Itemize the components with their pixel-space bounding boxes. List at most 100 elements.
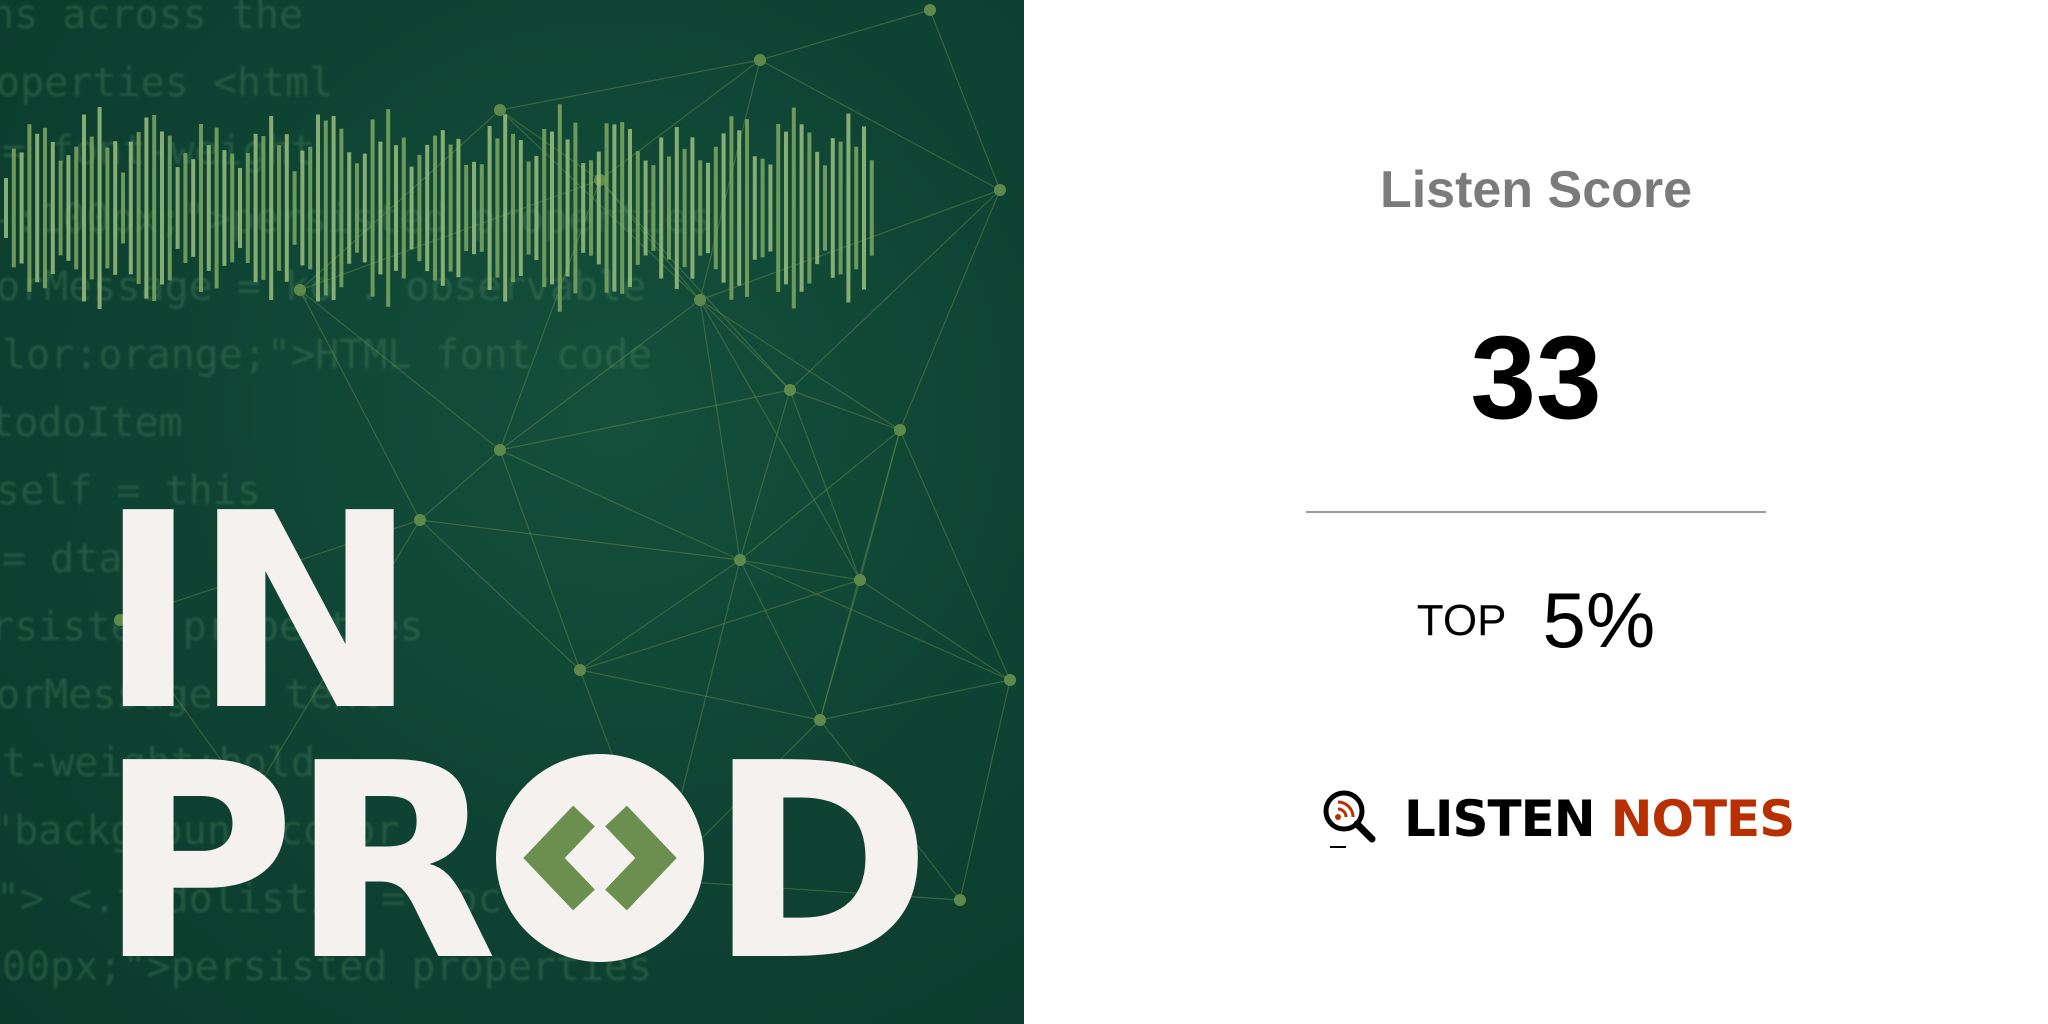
waveform-bar	[472, 161, 476, 255]
network-line	[739, 559, 821, 721]
waveform-bar	[160, 131, 164, 285]
rank-value: 5%	[1542, 576, 1656, 664]
waveform-bar	[50, 141, 55, 275]
network-node	[994, 184, 1006, 196]
waveform-bar	[245, 152, 250, 264]
waveform-bar	[721, 133, 726, 283]
waveform-bar	[386, 109, 391, 307]
waveform-bar	[534, 155, 539, 261]
network-line	[299, 289, 421, 521]
waveform-bar	[401, 137, 406, 279]
waveform-bar	[113, 141, 118, 275]
waveform-bar	[206, 145, 211, 271]
waveform-bar	[862, 126, 866, 290]
waveform-bar	[222, 150, 227, 266]
waveform-bar	[308, 146, 313, 270]
network-node	[754, 54, 766, 66]
network-node	[244, 794, 256, 806]
network-line	[739, 559, 1011, 681]
network-line	[739, 559, 861, 581]
waveform-bar	[674, 127, 679, 289]
network-line	[789, 389, 861, 581]
waveform-bar	[635, 151, 640, 265]
network-node	[924, 4, 936, 16]
network-line	[739, 389, 791, 561]
waveform-bar	[643, 160, 648, 256]
network-line	[859, 429, 901, 581]
waveform-bar	[121, 172, 125, 244]
network-node	[1004, 674, 1016, 686]
waveform-bar	[479, 164, 484, 252]
waveform-bar	[128, 141, 133, 275]
waveform-bar	[596, 151, 601, 265]
network-line	[419, 449, 501, 521]
waveform-bar	[690, 137, 695, 279]
waveform-bar	[253, 133, 258, 283]
network-line	[759, 59, 1001, 191]
cover-title-prod: PR D	[98, 728, 932, 998]
waveform-bar	[589, 160, 593, 256]
waveform-bar	[191, 159, 196, 257]
network-line	[699, 299, 901, 431]
code-line: "background-color	[0, 808, 400, 854]
code-line: rsisted properties	[0, 604, 424, 650]
code-line: operties <html	[0, 60, 334, 106]
waveform-bar	[167, 135, 172, 281]
waveform-bar	[854, 146, 859, 270]
waveform-bar	[347, 152, 352, 264]
waveform-bar	[456, 138, 461, 278]
waveform-bar	[542, 128, 547, 288]
code-line: orMessage = text	[0, 672, 382, 718]
code-line: self = this	[0, 468, 261, 514]
waveform-bar	[394, 145, 398, 271]
cover-title-pr: PR	[98, 705, 498, 1020]
waveform-bar	[105, 147, 110, 269]
waveform-bar	[628, 128, 632, 288]
network-line	[119, 619, 251, 801]
network-line	[739, 429, 901, 561]
waveform-bar	[745, 119, 749, 297]
waveform-bar	[277, 145, 281, 271]
waveform-bar	[581, 163, 586, 253]
network-line	[579, 579, 861, 671]
waveform-bar	[355, 163, 359, 253]
waveform-bar	[815, 151, 820, 265]
waveform-bar	[331, 115, 336, 301]
waveform-bar	[27, 124, 32, 292]
waveform-bar	[238, 167, 242, 249]
waveform-bar	[316, 114, 320, 302]
waveform-bar	[799, 124, 804, 292]
network-line	[499, 389, 791, 451]
code-line: ns across the	[0, 0, 304, 38]
waveform-bar	[144, 117, 149, 299]
code-line: orMessage = ko . observable	[0, 264, 647, 310]
rank-label: TOP	[1416, 595, 1507, 645]
waveform-bar	[518, 140, 523, 276]
waveform-bar	[58, 160, 63, 256]
waveform-bar	[737, 130, 742, 286]
waveform-bar	[838, 141, 843, 275]
waveform-bar	[706, 162, 710, 254]
listen-score-title: Listen Score	[1379, 161, 1693, 219]
network-line	[819, 679, 1011, 721]
waveform-bar	[433, 135, 437, 281]
waveform-bar	[440, 130, 445, 286]
network-line	[599, 179, 701, 301]
network-line	[659, 879, 961, 901]
waveform-bar	[823, 165, 827, 251]
waveform-bar	[74, 146, 79, 270]
listen-notes-logo[interactable]: LISTEN NOTES	[1318, 788, 1795, 850]
waveform-bar	[495, 138, 500, 278]
network-line	[499, 59, 761, 111]
waveform-bar	[11, 148, 16, 268]
waveform-bar	[97, 107, 102, 309]
network-line	[789, 189, 1001, 391]
waveform-bar	[752, 156, 757, 260]
network-line	[959, 679, 1011, 901]
waveform-bar	[464, 164, 469, 252]
divider	[1306, 511, 1766, 513]
network-node	[114, 614, 126, 626]
network-node	[294, 284, 306, 296]
cover-title-d: D	[707, 705, 932, 1020]
code-line: 00px;">persisted properties	[2, 944, 653, 990]
